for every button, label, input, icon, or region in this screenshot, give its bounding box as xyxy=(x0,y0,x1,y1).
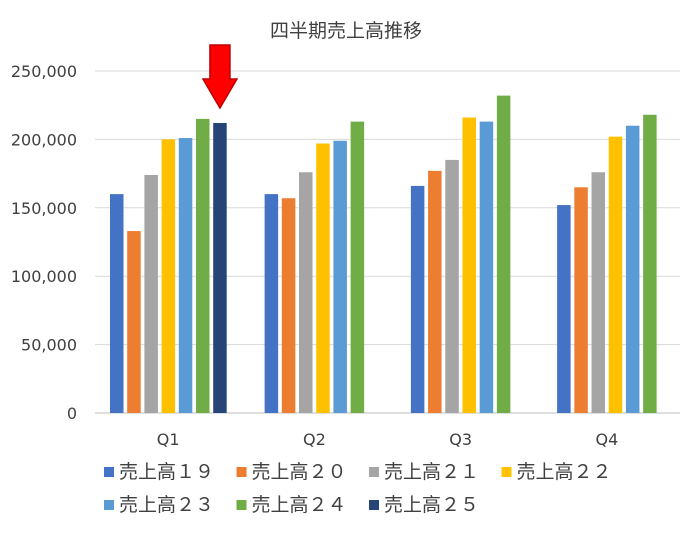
legend-label: 売上高２３ xyxy=(119,494,214,516)
legend-swatch xyxy=(236,467,247,477)
bar-q4-5 xyxy=(625,125,640,413)
y-tick-label: 50,000 xyxy=(21,336,77,355)
legend-label: 売上高２２ xyxy=(517,461,612,483)
legend-label: 売上高２１ xyxy=(384,461,479,483)
bar-q4-4 xyxy=(608,136,623,413)
bar-q2-3 xyxy=(299,172,313,413)
bar-q3-5 xyxy=(479,121,494,413)
legend-swatch xyxy=(104,500,114,510)
y-tick-label: 150,000 xyxy=(11,199,77,218)
chart-title: 四半期売上高推移 xyxy=(270,20,422,42)
x-axis-tick-labels: Q1 Q2 Q3 Q4 xyxy=(157,430,619,449)
legend-swatch xyxy=(369,500,379,510)
bar-q4-1 xyxy=(557,205,571,413)
bar-q2-6 xyxy=(350,121,365,413)
bar-q3-1 xyxy=(410,185,425,413)
y-tick-label: 200,000 xyxy=(11,130,77,149)
bar-q2-5 xyxy=(333,140,347,413)
x-tick-label: Q3 xyxy=(449,430,472,449)
y-tick-label: 100,000 xyxy=(11,267,77,286)
bar-q3-3 xyxy=(445,159,459,413)
bar-q2-2 xyxy=(281,198,296,413)
legend-label: 売上高２０ xyxy=(252,461,347,483)
bar-q2-1 xyxy=(264,194,279,413)
legend-swatch xyxy=(236,500,247,510)
bar-q4-3 xyxy=(591,172,606,413)
bars xyxy=(110,95,657,414)
bar-q1-5 xyxy=(178,138,193,414)
legend-swatch xyxy=(104,467,114,477)
bar-q2-4 xyxy=(316,143,330,413)
bar-q1-1 xyxy=(110,194,124,413)
legend: 売上高１９ 売上高２０ 売上高２１ 売上高２２ 売上高２３ 売上高２４ 売上高２５ xyxy=(104,461,612,516)
bar-q3-6 xyxy=(496,95,511,414)
y-axis-tick-labels: 0 50,000 100,000 150,000 200,000 250,000 xyxy=(11,62,77,423)
bar-q1-7 xyxy=(213,122,227,413)
annotation xyxy=(201,44,239,110)
y-tick-label: 250,000 xyxy=(11,62,77,81)
bar-q3-2 xyxy=(428,170,442,413)
bar-q1-4 xyxy=(161,139,176,413)
legend-label: 売上高２４ xyxy=(252,494,347,516)
bar-q4-2 xyxy=(574,187,588,413)
x-tick-label: Q2 xyxy=(303,430,326,449)
x-tick-label: Q1 xyxy=(157,430,180,449)
bar-q1-2 xyxy=(127,231,141,413)
legend-swatch xyxy=(501,467,512,477)
legend-swatch xyxy=(369,467,379,477)
bar-q4-6 xyxy=(643,114,657,413)
bar-q3-4 xyxy=(462,117,476,414)
bar-q1-3 xyxy=(144,174,158,413)
legend-label: 売上高２５ xyxy=(384,494,479,516)
x-tick-label: Q4 xyxy=(595,430,618,449)
bar-q1-6 xyxy=(196,118,210,413)
down-arrow-icon xyxy=(201,44,239,110)
legend-label: 売上高１９ xyxy=(119,461,214,483)
y-tick-label: 0 xyxy=(67,404,77,423)
